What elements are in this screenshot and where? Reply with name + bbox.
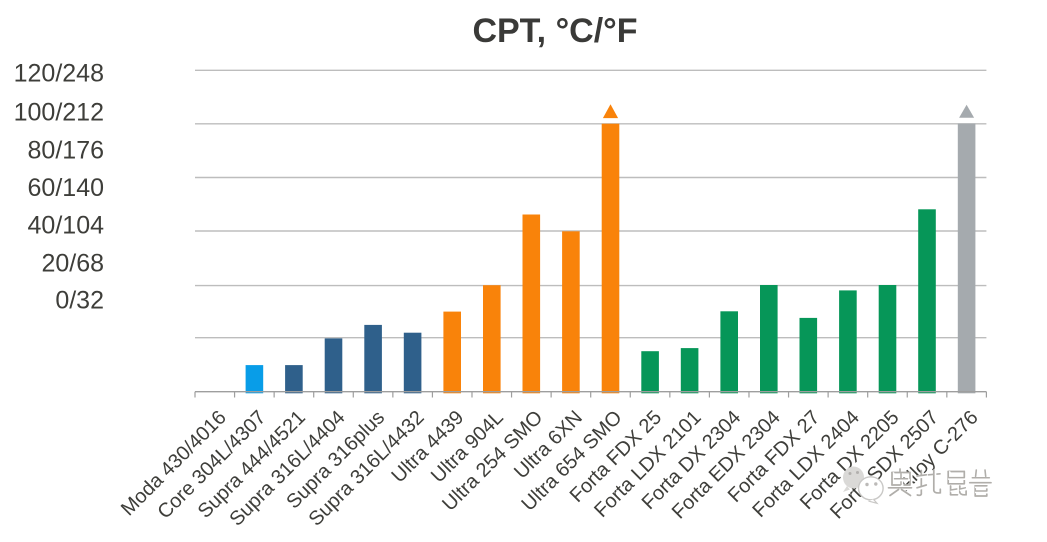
svg-text:100/212: 100/212 <box>14 98 104 126</box>
svg-text:40/104: 40/104 <box>28 212 105 240</box>
svg-text:120/248: 120/248 <box>14 60 104 88</box>
svg-text:0/32: 0/32 <box>55 287 104 315</box>
svg-text:60/140: 60/140 <box>28 174 104 202</box>
svg-text:20/68: 20/68 <box>41 249 104 277</box>
svg-text:CPT, °C/°F: CPT, °C/°F <box>472 12 637 50</box>
svg-text:80/176: 80/176 <box>28 136 104 164</box>
